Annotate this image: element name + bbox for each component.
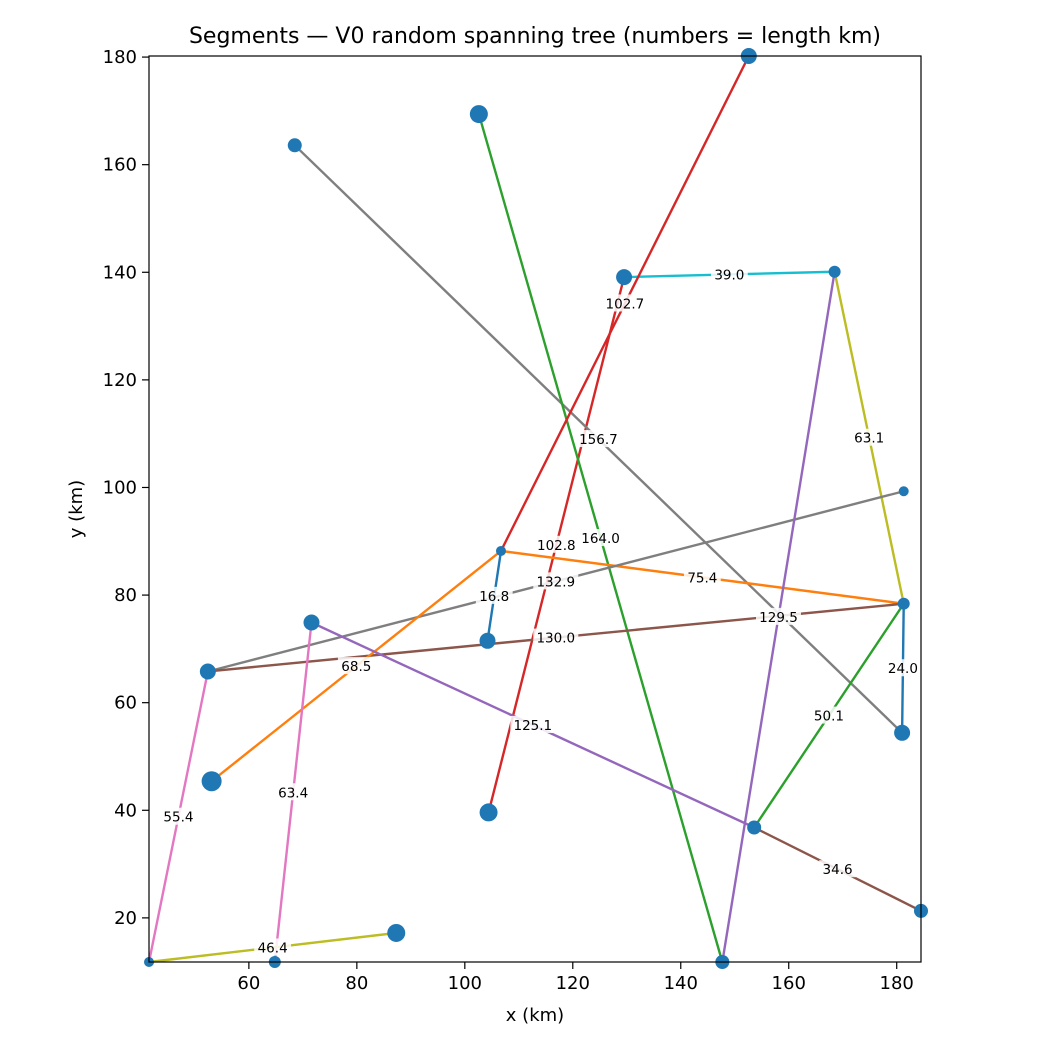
segment-label-bg-16	[160, 807, 197, 825]
segment-label-5: 102.7	[606, 296, 645, 312]
segment-label-15: 34.6	[823, 862, 853, 878]
segment-label-bg-12	[884, 659, 922, 677]
node-point-4	[828, 265, 841, 278]
segment-label-bg-18	[254, 938, 292, 956]
x-tick-label-5: 160	[772, 973, 806, 994]
segment-label-3: 156.7	[579, 432, 618, 448]
segment-label-bg-1	[710, 265, 748, 283]
plot-frame	[148, 55, 922, 963]
segment-label-2: 63.1	[854, 431, 884, 447]
node-point-5	[898, 486, 909, 497]
node-point-11	[894, 724, 911, 741]
y-tick-label-1: 40	[114, 800, 137, 821]
x-tick-label-1: 80	[345, 973, 368, 994]
segment-label-17: 63.4	[278, 785, 308, 801]
node-point-13	[479, 803, 498, 822]
segment-label-12: 24.0	[888, 661, 918, 677]
segment-label-10: 129.5	[759, 610, 798, 626]
chart-title: Segments — V0 random spanning tree (numb…	[189, 24, 881, 49]
node-point-9	[479, 632, 496, 649]
segment-label-bg-2	[850, 428, 888, 446]
segment-label-9: 130.0	[536, 631, 575, 647]
segment-labels-layer: 102.8 39.0 63.1 156.7 164.0 102.7 75.4 132.9 16.…	[160, 265, 922, 956]
y-tick-label-4: 100	[103, 477, 137, 498]
node-point-1	[469, 105, 488, 124]
segment-label-bg-7	[533, 572, 579, 590]
segment-label-6: 75.4	[687, 570, 717, 586]
x-tick-label-0: 60	[237, 973, 260, 994]
y-tick-label-2: 60	[114, 693, 137, 714]
y-tick-label-8: 180	[103, 47, 137, 68]
segment-label-bg-3	[575, 430, 621, 448]
segment-label-bg-5	[602, 294, 648, 312]
node-point-8	[303, 614, 320, 631]
x-axis-label: x (km)	[506, 1005, 564, 1026]
x-axis-ticks: 60 80 100 120 140 160 180	[237, 962, 914, 994]
segment-label-bg-0	[533, 535, 579, 553]
segment-label-bg-8	[475, 586, 513, 604]
segment-label-bg-6	[683, 568, 721, 586]
node-point-16	[387, 923, 406, 942]
segment-label-7: 132.9	[536, 574, 575, 590]
y-tick-label-6: 140	[103, 262, 137, 283]
segment-label-bg-15	[819, 860, 856, 878]
segment-label-13: 50.1	[814, 709, 844, 725]
x-tick-label-6: 180	[880, 973, 914, 994]
y-tick-label-3: 80	[114, 585, 137, 606]
segment-label-11: 68.5	[341, 659, 371, 675]
segment-label-14: 125.1	[514, 718, 553, 734]
plot-background	[149, 56, 921, 962]
nodes-layer	[144, 48, 928, 969]
y-axis-ticks: 20 40 60 80 100 120 140 160 180	[103, 47, 149, 929]
y-axis-label: y (km)	[66, 480, 87, 538]
y-tick-label-0: 20	[114, 908, 137, 929]
node-point-12	[201, 771, 222, 792]
node-point-10	[199, 663, 216, 680]
x-tick-label-2: 100	[448, 973, 482, 994]
plot-area: 102.8 39.0 63.1 156.7 164.0 102.7 75.4 132.9 16.…	[144, 48, 928, 969]
node-point-2	[287, 138, 302, 153]
segment-label-1: 39.0	[714, 267, 744, 283]
segment-label-bg-13	[810, 706, 848, 724]
x-tick-label-3: 120	[556, 973, 590, 994]
segment-label-bg-11	[337, 657, 375, 675]
segment-label-4: 164.0	[581, 531, 620, 547]
node-point-7	[897, 597, 910, 610]
segment-label-bg-10	[755, 607, 801, 625]
segment-label-0: 102.8	[537, 538, 576, 554]
x-tick-label-4: 140	[664, 973, 698, 994]
segment-label-bg-14	[510, 716, 556, 734]
node-point-3	[616, 269, 633, 286]
y-tick-label-7: 160	[103, 155, 137, 176]
segment-label-bg-4	[578, 529, 624, 547]
segment-label-16: 55.4	[163, 810, 193, 826]
segment-label-bg-17	[274, 783, 312, 801]
y-tick-label-5: 120	[103, 370, 137, 391]
node-point-6	[495, 545, 506, 556]
segment-label-18: 46.4	[258, 940, 288, 956]
node-point-14	[747, 820, 762, 835]
segment-label-8: 16.8	[479, 589, 509, 605]
segment-label-bg-9	[533, 628, 579, 646]
